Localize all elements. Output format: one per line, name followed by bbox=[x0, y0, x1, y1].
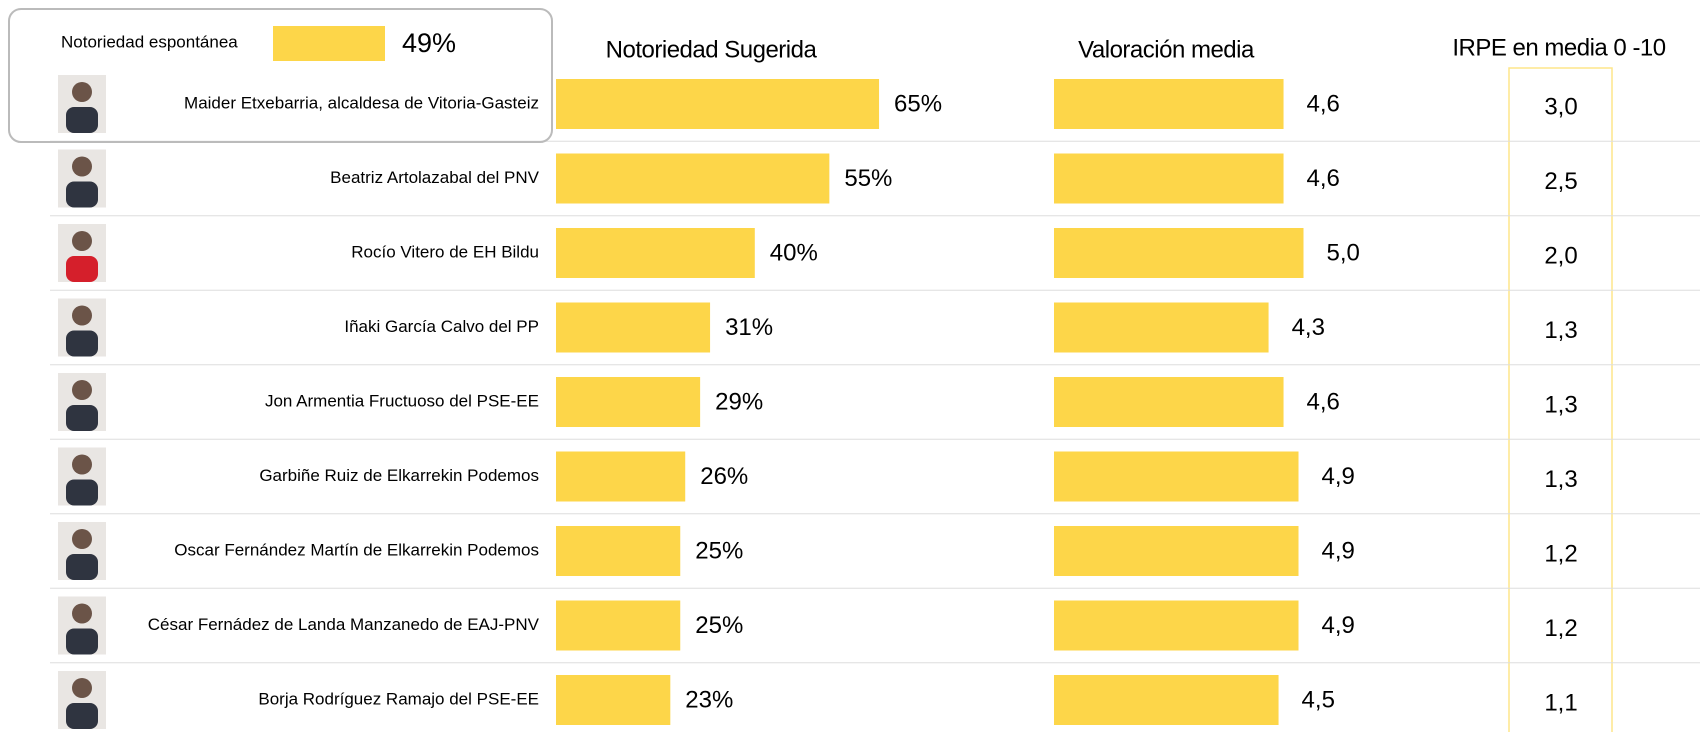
photo-head bbox=[72, 156, 92, 177]
irpe-column-frame bbox=[1508, 67, 1613, 732]
photo-head bbox=[72, 603, 92, 624]
bar bbox=[1054, 675, 1279, 725]
irpe-value: 1,2 bbox=[1544, 540, 1577, 567]
bar bbox=[1054, 526, 1299, 576]
bar bbox=[556, 377, 701, 427]
irpe-value: 3,0 bbox=[1544, 93, 1577, 120]
bar bbox=[556, 228, 755, 278]
photo-body bbox=[66, 181, 98, 208]
value-label: 4,9 bbox=[1322, 537, 1355, 564]
value-label: 65% bbox=[894, 90, 942, 117]
column-header: Valoración media bbox=[1078, 36, 1255, 63]
candidate-name: César Fernádez de Landa Manzanedo de EAJ… bbox=[148, 615, 540, 634]
value-label: 23% bbox=[685, 686, 733, 713]
candidate-name: Oscar Fernández Martín de Elkarrekin Pod… bbox=[174, 540, 539, 559]
photo-body bbox=[66, 107, 98, 133]
photo-head bbox=[72, 380, 92, 400]
value-label: 55% bbox=[844, 165, 892, 192]
legend-label: Notoriedad espontánea bbox=[61, 32, 238, 51]
value-label: 4,9 bbox=[1322, 612, 1355, 639]
legend-box bbox=[8, 8, 553, 143]
bar bbox=[1054, 79, 1284, 129]
bar bbox=[556, 79, 880, 129]
bar bbox=[556, 675, 671, 725]
bar bbox=[556, 153, 830, 204]
photo-head bbox=[72, 305, 92, 326]
candidate-name: Jon Armentia Fructuoso del PSE-EE bbox=[265, 391, 539, 410]
irpe-value: 1,3 bbox=[1544, 317, 1577, 344]
bar bbox=[556, 302, 711, 353]
irpe-value: 1,1 bbox=[1544, 689, 1577, 716]
value-label: 25% bbox=[695, 612, 743, 639]
photo-head bbox=[72, 82, 92, 102]
candidate-name: Beatriz Artolazabal del PNV bbox=[330, 168, 539, 187]
legend-swatch bbox=[273, 26, 385, 61]
bar bbox=[556, 526, 681, 576]
value-label: 5,0 bbox=[1327, 239, 1360, 266]
value-label: 4,3 bbox=[1292, 314, 1325, 341]
bar bbox=[1054, 153, 1284, 204]
value-label: 4,6 bbox=[1307, 388, 1340, 415]
irpe-value: 2,5 bbox=[1544, 168, 1577, 195]
candidate-name: Rocío Vitero de EH Bildu bbox=[351, 242, 539, 261]
value-label: 25% bbox=[695, 537, 743, 564]
irpe-value: 2,0 bbox=[1544, 242, 1577, 269]
bar bbox=[1054, 377, 1284, 427]
irpe-value: 1,3 bbox=[1544, 391, 1577, 418]
value-label: 4,9 bbox=[1322, 463, 1355, 490]
column-header: IRPE en media 0 -10 bbox=[1452, 34, 1665, 61]
bar bbox=[1054, 228, 1304, 278]
photo-body bbox=[66, 554, 98, 580]
candidate-name: Borja Rodríguez Ramajo del PSE-EE bbox=[258, 689, 539, 708]
candidate-name: Maider Etxebarria, alcaldesa de Vitoria-… bbox=[184, 93, 539, 112]
value-label: 40% bbox=[770, 239, 818, 266]
bar bbox=[1054, 451, 1299, 502]
photo-head bbox=[72, 678, 92, 698]
value-label: 31% bbox=[725, 314, 773, 341]
bar bbox=[1054, 302, 1269, 353]
bar bbox=[556, 600, 681, 651]
bar bbox=[1054, 600, 1299, 651]
candidate-name: Iñaki García Calvo del PP bbox=[344, 317, 539, 336]
photo-body bbox=[66, 479, 98, 506]
photo-head bbox=[72, 231, 92, 251]
photo-body bbox=[66, 330, 98, 357]
photo-body bbox=[66, 703, 98, 729]
irpe-value: 1,2 bbox=[1544, 615, 1577, 642]
photo-body bbox=[66, 256, 98, 282]
photo-head bbox=[72, 529, 92, 549]
value-label: 26% bbox=[700, 463, 748, 490]
irpe-value: 1,3 bbox=[1544, 466, 1577, 493]
value-label: 4,5 bbox=[1302, 686, 1335, 713]
photo-body bbox=[66, 405, 98, 431]
photo-body bbox=[66, 628, 98, 655]
photo-head bbox=[72, 454, 92, 475]
value-label: 4,6 bbox=[1307, 90, 1340, 117]
bar bbox=[556, 451, 686, 502]
rows: Maider Etxebarria, alcaldesa de Vitoria-… bbox=[50, 75, 1700, 729]
column-header: Notoriedad Sugerida bbox=[606, 36, 818, 63]
candidate-name: Garbiñe Ruiz de Elkarrekin Podemos bbox=[259, 466, 539, 485]
value-label: 4,6 bbox=[1307, 165, 1340, 192]
value-label: 29% bbox=[715, 388, 763, 415]
legend-value: 49% bbox=[402, 28, 456, 58]
